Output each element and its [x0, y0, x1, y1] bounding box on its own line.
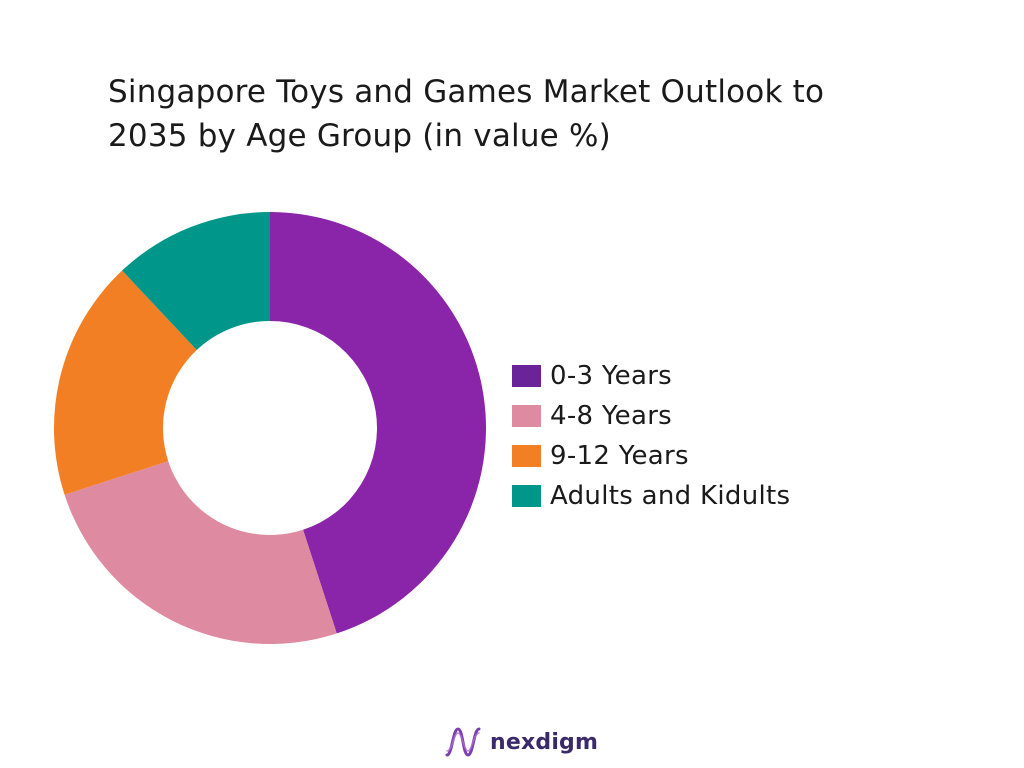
legend-label-adults-and-kidults: Adults and Kidults	[550, 481, 791, 511]
legend-swatch-adults-and-kidults	[512, 485, 541, 507]
legend-item-0-3-years: 0-3 Years	[512, 356, 790, 396]
legend-item-9-12-years: 9-12 Years	[512, 436, 790, 476]
donut-slice-9-12-years	[54, 270, 197, 495]
brand-footer: nexdigm	[444, 724, 598, 760]
nexdigm-wave-logo-icon	[445, 727, 481, 757]
chart-title-line-1: Singapore Toys and Games Market Outlook …	[108, 74, 825, 110]
legend-swatch-4-8-years	[512, 405, 541, 427]
donut-slice-adults-and-kidults	[122, 212, 271, 351]
donut-slice-0-3-years	[270, 212, 486, 634]
brand-name: nexdigm	[490, 729, 599, 755]
legend-label-9-12-years: 9-12 Years	[550, 441, 689, 471]
legend-item-4-8-years: 4-8 Years	[512, 396, 790, 436]
chart-legend: 0-3 Years 4-8 Years 9-12 Years Adults an…	[512, 356, 790, 516]
chart-title-line-2: 2035 by Age Group (in value %)	[108, 118, 611, 154]
legend-swatch-0-3-years	[512, 365, 541, 387]
legend-label-4-8-years: 4-8 Years	[550, 401, 673, 431]
legend-label-0-3-years: 0-3 Years	[550, 361, 673, 391]
chart-title: Singapore Toys and Games Market Outlook …	[108, 70, 928, 158]
legend-swatch-9-12-years	[512, 445, 541, 467]
donut-slice-4-8-years	[64, 461, 337, 644]
legend-item-adults-and-kidults: Adults and Kidults	[512, 476, 790, 516]
